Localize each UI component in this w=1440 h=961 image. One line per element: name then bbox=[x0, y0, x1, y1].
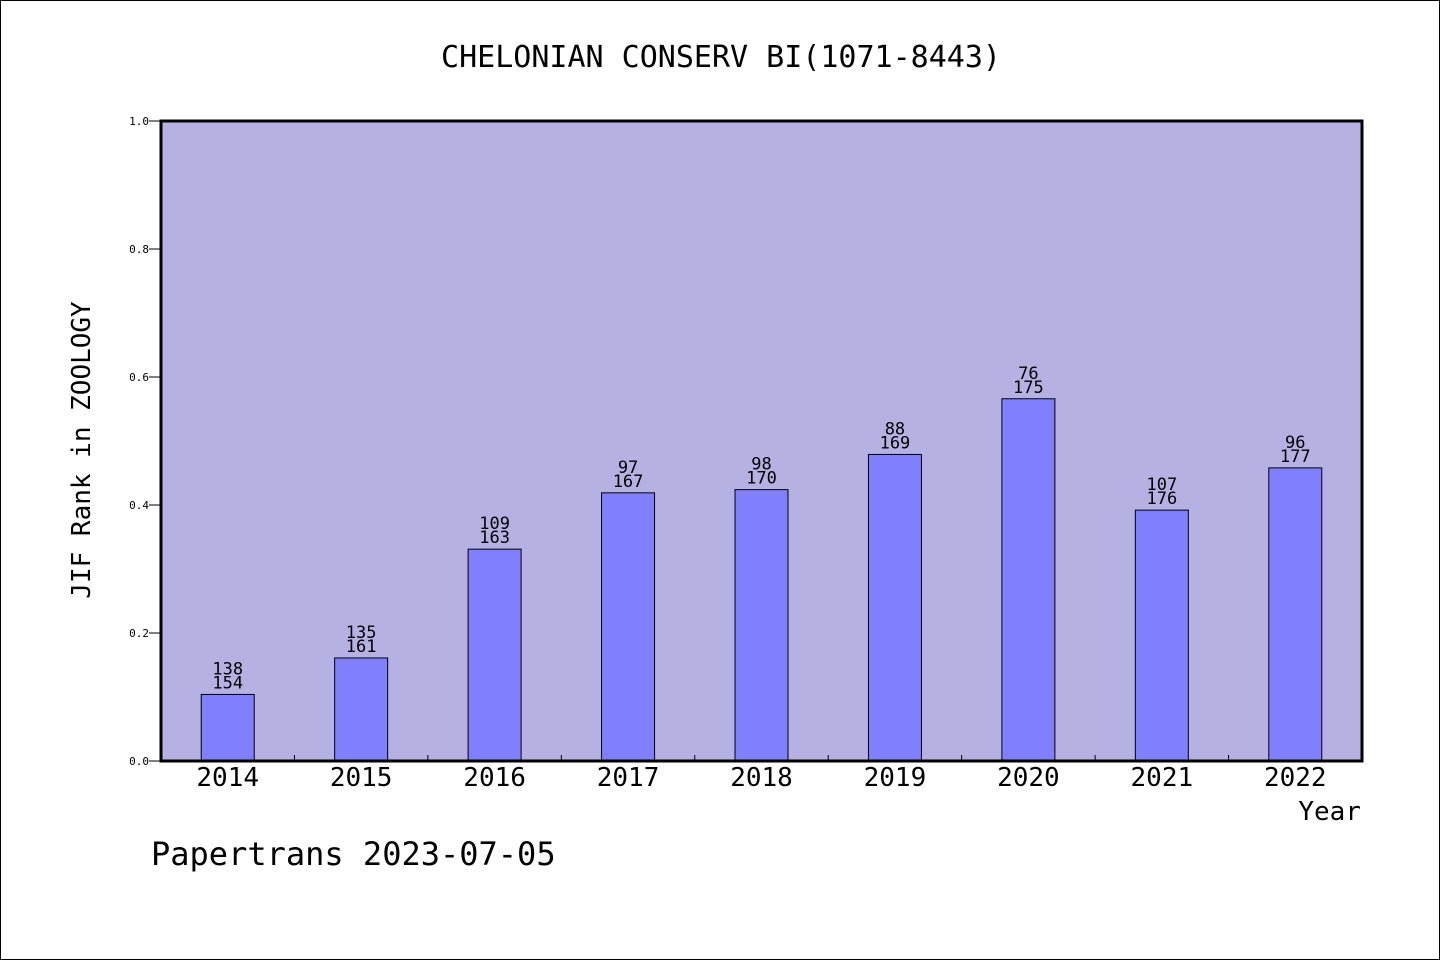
bar-2015 bbox=[334, 657, 389, 762]
plot-border bbox=[159, 119, 1364, 763]
bar-2020 bbox=[1001, 398, 1056, 762]
bar-total-label: 167 bbox=[613, 472, 644, 492]
x-tick-label: 2016 bbox=[463, 763, 526, 793]
bar-total-label: 175 bbox=[1013, 378, 1044, 398]
bars-layer bbox=[200, 398, 1323, 762]
ticks-layer bbox=[149, 120, 1230, 762]
bar-2014 bbox=[200, 693, 255, 762]
bar-total-label: 176 bbox=[1146, 489, 1177, 509]
bar-2019 bbox=[867, 453, 922, 762]
y-tick-label: 0.2 bbox=[129, 627, 149, 640]
bar-2016 bbox=[467, 548, 522, 762]
bar-total-label: 169 bbox=[880, 433, 911, 453]
bar-rank-label: 76 bbox=[1018, 364, 1038, 384]
bar-2022 bbox=[1268, 467, 1323, 762]
bar-2018 bbox=[734, 489, 789, 762]
x-tick-label: 2017 bbox=[597, 763, 660, 793]
x-tick-label: 2021 bbox=[1131, 763, 1194, 793]
bar-total-label: 170 bbox=[746, 469, 777, 489]
bar-total-label: 177 bbox=[1280, 447, 1311, 467]
bar-rank-label: 97 bbox=[618, 458, 638, 478]
bar-total-label: 161 bbox=[346, 637, 377, 657]
bar-rank-label: 135 bbox=[346, 623, 377, 643]
bar-rank-label: 107 bbox=[1146, 475, 1177, 495]
bar-total-label: 154 bbox=[212, 673, 243, 693]
chart-title: CHELONIAN CONSERV BI(1071-8443) bbox=[441, 40, 1001, 75]
bar-rank-label: 98 bbox=[751, 455, 771, 475]
y-tick-label: 0.0 bbox=[129, 755, 149, 768]
y-tick-label: 1.0 bbox=[129, 115, 149, 128]
footer-credit: Papertrans 2023-07-05 bbox=[151, 835, 556, 873]
bar-2017 bbox=[601, 492, 656, 762]
bar-total-label: 163 bbox=[479, 528, 510, 548]
x-tick-label: 2020 bbox=[997, 763, 1060, 793]
bar-rank-label: 138 bbox=[212, 659, 243, 679]
x-tick-label: 2022 bbox=[1264, 763, 1327, 793]
x-tick-label: 2015 bbox=[330, 763, 393, 793]
y-tick-label: 0.4 bbox=[129, 499, 149, 512]
bar-2021 bbox=[1134, 509, 1189, 762]
x-tick-label: 2019 bbox=[864, 763, 927, 793]
x-tick-label: 2014 bbox=[196, 763, 259, 793]
x-tick-label: 2018 bbox=[730, 763, 793, 793]
y-tick-label: 0.8 bbox=[129, 243, 149, 256]
bar-rank-label: 88 bbox=[885, 419, 905, 439]
bar-rank-label: 96 bbox=[1285, 433, 1305, 453]
y-axis-label: JIF Rank in ZOOLOGY bbox=[67, 301, 97, 599]
y-tick-label: 0.6 bbox=[129, 371, 149, 384]
bar-rank-label: 109 bbox=[479, 514, 510, 534]
x-axis-label: Year bbox=[1298, 797, 1361, 827]
